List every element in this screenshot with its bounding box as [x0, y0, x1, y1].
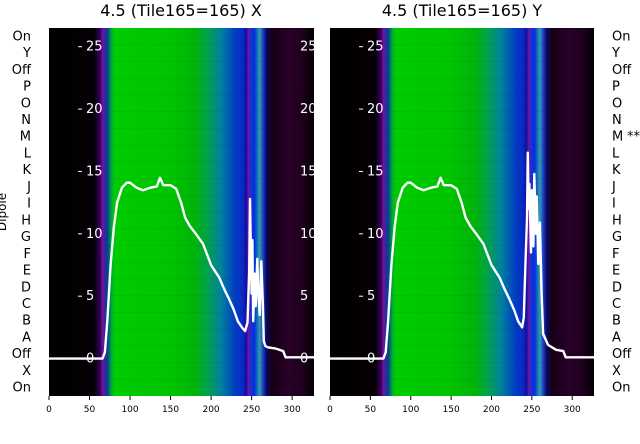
dipole-label: Off [612, 63, 632, 78]
dipole-label: B [612, 314, 621, 329]
x-tick-label: 200 [483, 405, 500, 415]
dipole-label: M [20, 130, 31, 145]
dipole-label: X [612, 364, 621, 379]
heatmap-area [49, 28, 314, 396]
dipole-label: G [612, 230, 622, 245]
overlay-y-tick-label: 25 [367, 40, 384, 55]
y-axis-label: Dipole [0, 193, 9, 231]
overlay-y-tick-label: 25 [86, 40, 103, 55]
dipole-flag-marker: ** [627, 130, 640, 145]
overlay-y-tick-label-right: 15 [300, 164, 317, 179]
dipole-label: I [612, 197, 616, 212]
overlay-y-tick-label: 5 [86, 289, 94, 304]
overlay-y-tick-label: 10 [367, 227, 384, 242]
dipole-label: M [612, 130, 623, 145]
overlay-y-tick-label: 20 [86, 102, 103, 117]
dipole-label: Off [612, 347, 632, 362]
overlay-y-tick-label-right: 0 [300, 352, 308, 367]
heatmap-area [330, 28, 594, 396]
dipole-label: On [13, 29, 31, 44]
x-tick-label: 150 [162, 405, 179, 415]
chart-panel-2: 4.5 (Tile165=165) Y On Y Off PONMLKJIHGFEDCB… [327, 1, 640, 415]
x-tick-label: 100 [121, 405, 138, 415]
overlay-y-tick-label: 20 [367, 102, 384, 117]
overlay-series-line [47, 176, 316, 360]
x-tick-label: 50 [84, 405, 96, 415]
dipole-label: A [612, 330, 621, 345]
x-tick-label: 0 [327, 405, 333, 415]
x-tick-label: 100 [402, 405, 419, 415]
x-tick-label: 200 [202, 405, 219, 415]
dipole-label: Y [611, 46, 620, 61]
dipole-label: D [612, 280, 622, 295]
chart-panel-1: 4.5 (Tile165=165) X On Y Off PONMLKJIHGFEDCB… [0, 1, 317, 415]
dipole-label: F [612, 247, 619, 262]
dipole-label: B [22, 314, 31, 329]
x-tick-label: 150 [443, 405, 460, 415]
dipole-label: On [612, 381, 630, 396]
dipole-label: Y [22, 46, 31, 61]
dipole-label: D [21, 280, 31, 295]
x-tick-label: 50 [365, 405, 377, 415]
panel-title: 4.5 (Tile165=165) X [100, 1, 262, 20]
dipole-label: C [612, 297, 621, 312]
dipole-label: H [612, 213, 622, 228]
x-tick-label: 250 [243, 405, 260, 415]
dipole-label: On [13, 381, 31, 396]
panel-title: 4.5 (Tile165=165) Y [382, 1, 543, 20]
overlay-series-line [328, 151, 596, 360]
dipole-label: X [22, 364, 31, 379]
x-tick-label: 250 [523, 405, 540, 415]
dipole-label: P [23, 80, 31, 95]
overlay-y-tick-label: 15 [367, 164, 384, 179]
dipole-label: On [612, 29, 630, 44]
dipole-label: J [26, 180, 31, 195]
dipole-label: C [22, 297, 31, 312]
overlay-y-tick-label-right: 10 [300, 227, 317, 242]
x-tick-label: 300 [564, 405, 581, 415]
dipole-label: I [27, 197, 31, 212]
overlay-y-tick-label: 5 [367, 289, 375, 304]
overlay-y-tick-label: 10 [86, 227, 103, 242]
dipole-label: N [612, 113, 622, 128]
dipole-label: Off [12, 63, 32, 78]
dipole-label: E [23, 264, 31, 279]
dipole-label: G [21, 230, 31, 245]
dipole-label: E [612, 264, 620, 279]
dipole-label: K [22, 163, 31, 178]
dipole-label: O [612, 96, 622, 111]
dipole-label: J [611, 180, 616, 195]
overlay-y-tick-label-right: 20 [300, 102, 317, 117]
overlay-y-tick-label: 15 [86, 164, 103, 179]
overlay-y-tick-label-right: 25 [300, 40, 317, 55]
dipole-label: L [24, 146, 32, 161]
overlay-y-tick-label-right: 5 [300, 289, 308, 304]
dipole-label: F [24, 247, 31, 262]
dipole-label: N [21, 113, 31, 128]
dipole-label: A [22, 330, 31, 345]
dipole-label: L [612, 146, 620, 161]
dipole-label: H [21, 213, 31, 228]
x-tick-label: 0 [46, 405, 52, 415]
dipole-label: Off [12, 347, 32, 362]
dipole-label: O [21, 96, 31, 111]
x-tick-label: 300 [284, 405, 301, 415]
dipole-label: P [612, 80, 620, 95]
dipole-label: K [612, 163, 621, 178]
